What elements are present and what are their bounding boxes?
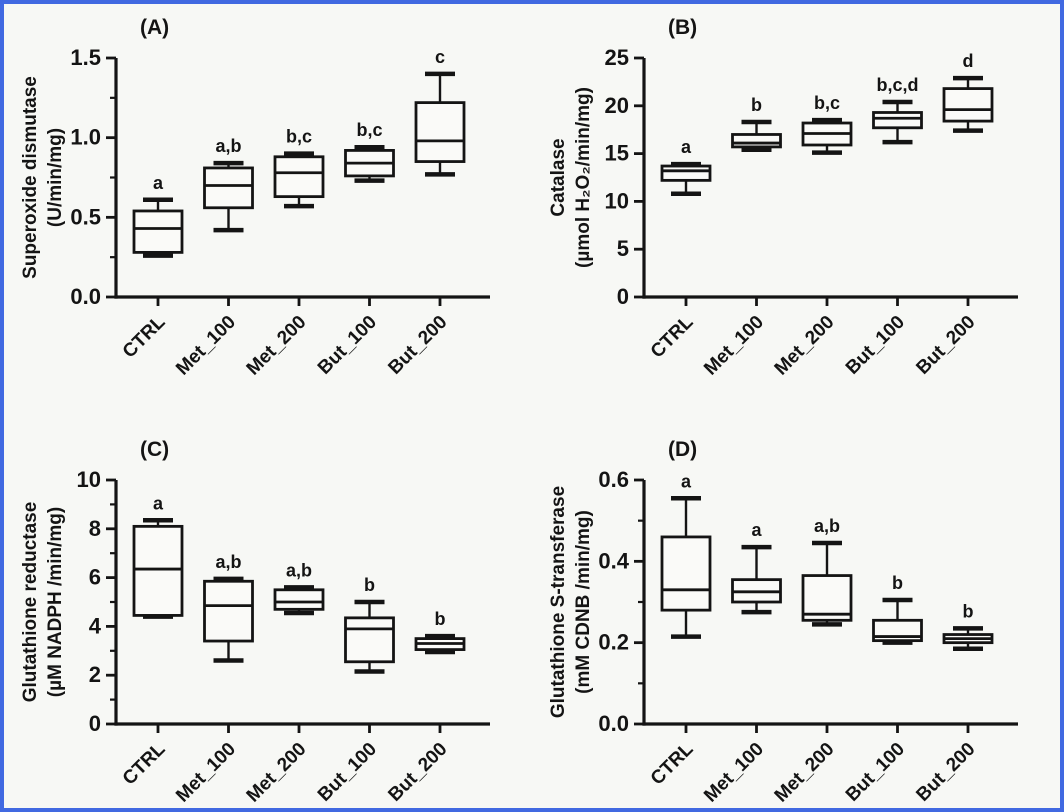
significance-letter: d [963,51,974,71]
y-tick-label: 20 [605,93,629,118]
significance-letter: c [435,47,445,67]
significance-letter: a,b [286,560,312,580]
y-axis-label-line1: Superoxide dismutase [20,76,41,279]
x-category-label: Met_100 [172,312,240,380]
y-tick-label: 10 [77,467,101,492]
significance-letter: a [153,493,164,513]
panel-d-glutathione-s-transferase-boxplot: 0.0 0.2 0.4 0.6 (D) Glutathione S-transferase… [548,438,1018,807]
x-category-label: But_200 [912,312,979,379]
x-category-label: Met_200 [243,739,311,807]
significance-letter: b [364,575,375,595]
panel-c-glutathione-reductase-boxplot: 0 2 4 6 8 10 (C) Glutathione reductase (µM NADPH… [20,438,490,807]
x-category-label: CTRL [119,738,170,789]
box-iqr [414,101,466,163]
y-tick-label: 10 [605,188,629,213]
y-axis-label-line1: Glutathione S-transferase [548,486,569,718]
panel-b-catalase-boxplot: 0 5 10 15 20 25 (B) Catalase (µmol H₂O₂/min/mg) C… [548,16,1018,380]
x-category-label: But_200 [384,312,451,379]
y-axis-label-line2: (U/min/mg) [45,128,66,227]
x-category-label: But_100 [314,739,381,806]
x-category-label: Met_200 [771,312,839,380]
significance-letter: a [681,137,692,157]
box-iqr [203,166,254,210]
y-tick-label: 0 [617,284,629,309]
box-iqr [203,579,254,643]
box-iqr [132,524,184,617]
x-category-label: But_100 [842,739,909,806]
y-tick-label: 4 [89,613,102,638]
panel-letter: (A) [140,16,169,39]
x-category-label: CTRL [647,738,698,789]
box-iqr [344,616,395,664]
x-category-label: But_100 [314,312,381,379]
y-tick-label: 0.4 [598,548,629,573]
x-category-label: Met_200 [243,312,311,380]
box-iqr [731,133,782,149]
x-category-label: CTRL [119,311,170,362]
significance-letter: a [681,471,692,491]
box-iqr [660,164,712,182]
x-category-label: Met_200 [771,739,839,807]
y-axis-label-line2: (mM CDNB /min/mg) [573,510,594,694]
significance-letter: b,c,d [876,75,918,95]
panel-letter: (C) [140,438,169,461]
y-tick-label: 0.2 [598,630,629,655]
significance-letter: b,c [286,127,312,147]
y-tick-label: 0 [89,711,101,736]
y-tick-label: 0.0 [598,711,629,736]
significance-letter: b [435,609,446,629]
y-tick-label: 1.0 [70,125,101,150]
significance-letter: b,c [356,120,382,140]
y-tick-label: 1.5 [70,45,101,70]
significance-letter: a [153,173,164,193]
y-axis-label-line2: (µM NADPH /min/mg) [45,507,66,697]
box-iqr [942,87,994,123]
y-tick-label: 8 [89,516,101,541]
panel-letter: (B) [668,16,697,39]
significance-letter: a,b [215,552,241,572]
significance-letter: a [751,520,762,540]
y-tick-label: 25 [605,45,629,70]
y-tick-label: 0.5 [70,204,101,229]
y-tick-label: 2 [89,662,101,687]
panel-a-superoxide-dismutase-boxplot: 0.0 0.5 1.0 1.5 (A) Superoxide dismutase (U/mi… [20,16,490,380]
y-tick-label: 0.0 [70,284,101,309]
x-category-label: But_100 [842,312,909,379]
x-category-label: But_200 [912,739,979,806]
x-category-label: But_200 [384,739,451,806]
x-category-label: Met_100 [700,739,768,807]
box-iqr [273,588,325,611]
y-tick-label: 5 [617,236,629,261]
x-category-label: CTRL [647,311,698,362]
box-iqr [872,111,923,130]
box-iqr [273,155,325,199]
y-tick-label: 15 [605,141,629,166]
y-axis-label-line2: (µmol H₂O₂/min/mg) [573,87,594,268]
significance-letter: b [892,573,903,593]
box-iqr [660,535,712,612]
significance-letter: b,c [814,93,840,113]
significance-letter: b [963,601,974,621]
significance-letter: a,b [215,136,241,156]
significance-letter: a,b [814,516,840,536]
y-tick-label: 6 [89,565,101,590]
significance-letter: b [751,95,762,115]
box-iqr [132,209,184,254]
y-axis-label-line1: Catalase [548,138,569,216]
y-tick-label: 0.6 [598,467,629,492]
x-category-label: Met_100 [700,312,768,380]
y-axis-label-line1: Glutathione reductase [20,502,41,703]
panel-letter: (D) [668,438,697,461]
x-category-label: Met_100 [172,739,240,807]
